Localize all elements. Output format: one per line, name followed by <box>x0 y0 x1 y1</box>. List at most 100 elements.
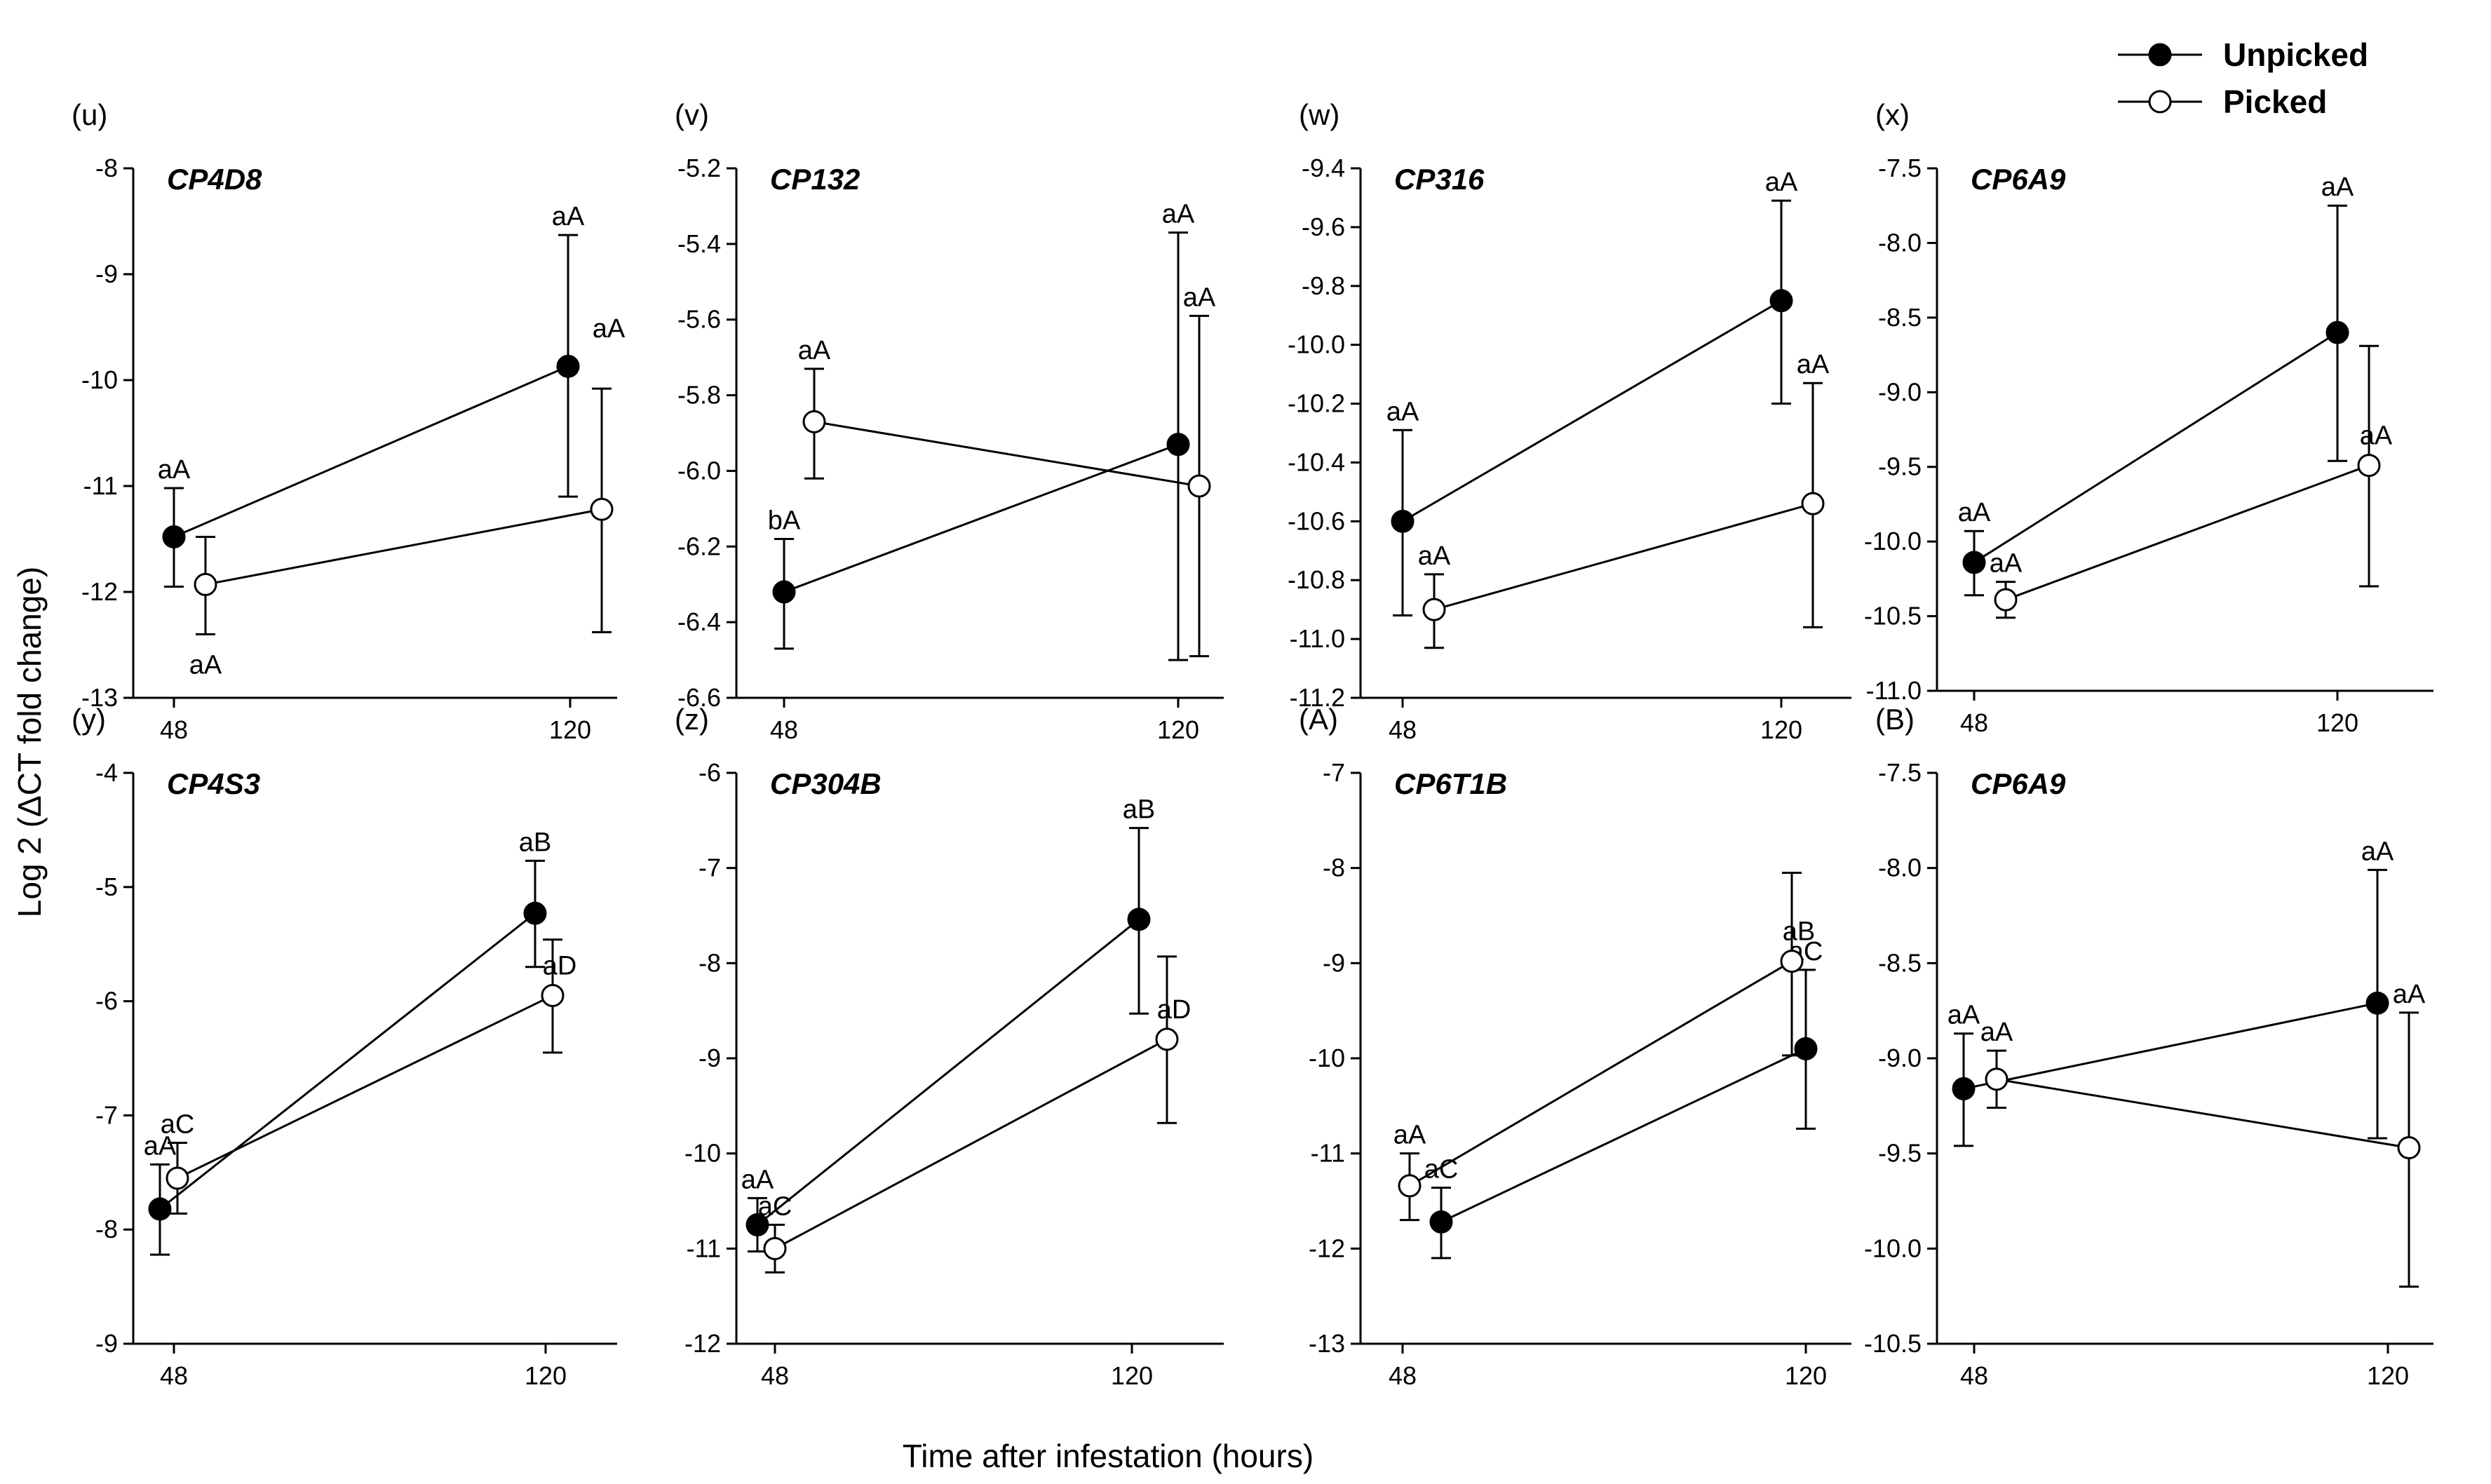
series-line-unpicked <box>159 912 536 1210</box>
data-point-picked <box>541 983 565 1007</box>
y-tick-label: -9 <box>1323 948 1345 977</box>
significance-label: aA <box>1990 549 2023 579</box>
y-tick-label: -10 <box>684 1139 721 1168</box>
significance-label: aC <box>758 1192 792 1221</box>
x-tick-label: 48 <box>770 715 798 744</box>
series-line-unpicked <box>1440 1048 1807 1223</box>
data-point-picked <box>1398 1174 1422 1198</box>
series-picked: aA aA <box>1980 980 2426 1288</box>
series-unpicked: aA aA <box>1958 173 2354 597</box>
significance-label: aA <box>552 202 585 231</box>
series-line-unpicked <box>1963 1001 2378 1090</box>
series-picked: aC aD <box>758 955 1191 1274</box>
y-tick-label: -5 <box>95 872 118 901</box>
series-unpicked: bA aA <box>768 200 1195 661</box>
x-tick-label: 48 <box>160 1361 188 1390</box>
significance-label: bA <box>768 506 801 536</box>
series-line-picked <box>814 420 1200 487</box>
series-picked: aA aB <box>1393 871 1815 1222</box>
data-point-unpicked <box>148 1197 172 1221</box>
y-tick-label: -9.0 <box>1878 377 1922 406</box>
panel-letter: (z) <box>675 703 709 736</box>
panel-2: -6.6 -6.4 -6.2 -6.0 -5.8 -5.6 -5.4 -5.2 48 120 (v)… <box>675 98 1224 744</box>
y-tick-label: -9.5 <box>1878 452 1922 481</box>
data-point-picked <box>590 497 614 521</box>
series-line-unpicked <box>1973 331 2338 564</box>
x-tick-label: 120 <box>549 715 591 744</box>
gene-title: CP316 <box>1394 163 1485 196</box>
series-picked: aA aA <box>189 314 626 680</box>
significance-label: aA <box>144 1131 177 1161</box>
significance-label: aA <box>1797 350 1830 379</box>
gene-title: CP6T1B <box>1394 767 1507 800</box>
y-tick-label: -6 <box>95 987 118 1016</box>
series-line-picked <box>1409 960 1793 1187</box>
x-tick-label: 48 <box>1389 1361 1417 1390</box>
x-tick-label: 120 <box>1111 1361 1153 1390</box>
data-point-unpicked <box>1127 908 1151 931</box>
significance-label: aB <box>1123 795 1155 825</box>
data-point-picked <box>1422 598 1446 621</box>
legend-marker-picked <box>2148 90 2172 114</box>
significance-label: aA <box>741 1165 774 1194</box>
x-tick-label: 120 <box>2367 1361 2409 1390</box>
y-tick-label: -10.4 <box>1288 447 1345 476</box>
x-tick-label: 48 <box>1389 715 1417 744</box>
y-tick-label: -5.4 <box>677 229 721 258</box>
y-tick-label: -11 <box>687 1234 721 1262</box>
y-tick-label: -10 <box>81 365 118 394</box>
series-picked: aA aA <box>1990 344 2393 619</box>
y-tick-label: -10.8 <box>1288 565 1345 594</box>
legend-label-unpicked: Unpicked <box>2223 36 2368 73</box>
data-point-picked <box>1187 474 1211 498</box>
series-line-picked <box>2005 464 2370 601</box>
y-tick-label: -11 <box>83 471 118 500</box>
data-point-unpicked <box>1794 1037 1818 1060</box>
y-tick-label: -10.5 <box>1864 1329 1922 1358</box>
y-tick-label: -10.0 <box>1864 1234 1922 1262</box>
series-unpicked: aA aB <box>144 828 551 1256</box>
significance-label: aA <box>189 650 222 680</box>
y-tick-label: -8.5 <box>1878 303 1922 332</box>
y-tick-label: -6.4 <box>677 607 721 636</box>
series-picked: aA aA <box>798 283 1216 658</box>
series-line-picked <box>1433 502 1814 611</box>
y-tick-label: -8 <box>1323 854 1345 882</box>
y-tick-label: -6.6 <box>677 683 721 712</box>
y-tick-label: -11 <box>1311 1139 1345 1168</box>
data-point-unpicked <box>1166 433 1190 457</box>
data-point-unpicked <box>1391 509 1415 533</box>
y-tick-label: -7.5 <box>1878 154 1922 182</box>
y-tick-label: -10.2 <box>1288 389 1345 418</box>
y-tick-label: -11.0 <box>1866 676 1922 705</box>
significance-label: aA <box>2393 980 2426 1009</box>
legend-marker-unpicked <box>2148 43 2172 67</box>
y-tick-label: -12 <box>684 1329 721 1358</box>
y-tick-label: -9.8 <box>1302 271 1345 300</box>
y-tick-label: -8 <box>698 948 721 977</box>
significance-label: aA <box>798 336 831 365</box>
panel-letter: (A) <box>1299 703 1338 736</box>
y-tick-label: -9 <box>95 1329 118 1358</box>
panel-letter: (B) <box>1875 703 1915 736</box>
series-line-picked <box>177 994 553 1180</box>
x-tick-label: 120 <box>2316 708 2358 737</box>
panel-letter: (x) <box>1875 98 1910 131</box>
data-point-picked <box>802 410 826 433</box>
legend: Unpicked Picked <box>2118 36 2368 120</box>
y-tick-label: -11.0 <box>1290 624 1345 653</box>
panel-4: -11.0 -10.5 -10.0 -9.5 -9.0 -8.5 -8.0 -7.5 48 120… <box>1864 98 2433 737</box>
data-point-unpicked <box>523 901 547 925</box>
significance-label: aA <box>1958 498 1991 527</box>
gene-title: CP132 <box>770 163 860 196</box>
y-tick-label: -5.6 <box>677 305 721 334</box>
y-tick-label: -7 <box>95 1100 118 1129</box>
series-line-picked <box>205 508 602 586</box>
data-point-picked <box>194 572 217 596</box>
y-tick-label: -10.5 <box>1864 602 1922 630</box>
significance-label: aA <box>1386 397 1419 426</box>
significance-label: aA <box>1183 283 1216 312</box>
